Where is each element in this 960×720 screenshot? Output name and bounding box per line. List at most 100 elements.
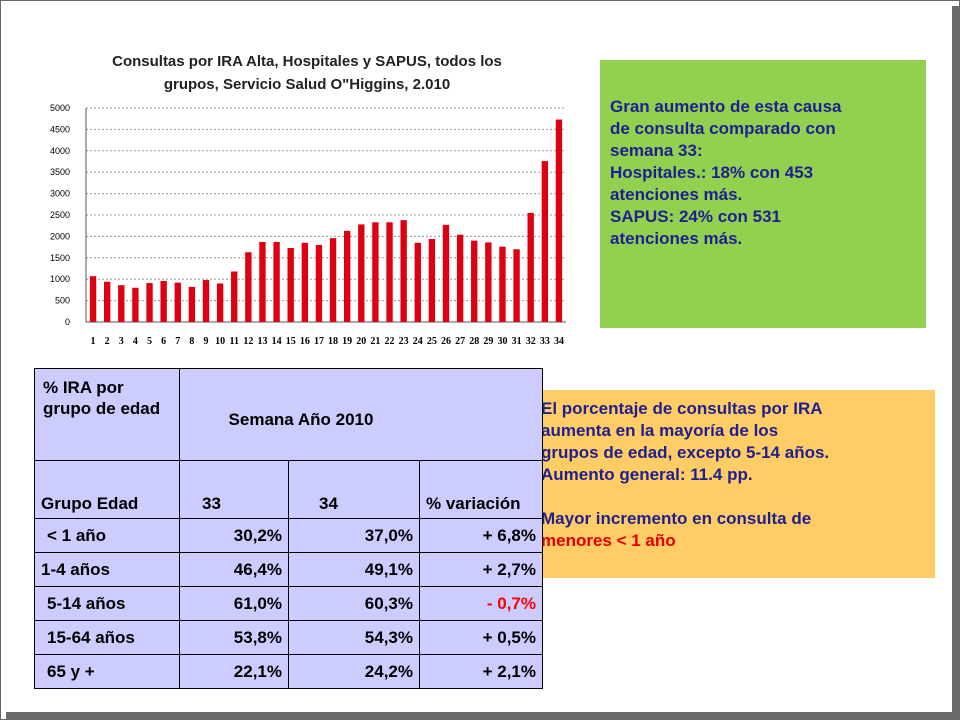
table-cell-variation: + 0,5% — [419, 620, 543, 655]
x-tick-label: 24 — [413, 336, 423, 347]
table-row: < 1 año 30,2% 37,0% + 6,8% — [34, 518, 543, 553]
bar — [527, 212, 534, 322]
bar — [499, 246, 506, 322]
bar — [315, 244, 323, 322]
bar — [485, 242, 492, 322]
bar — [273, 241, 280, 322]
x-tick-label: 21 — [370, 336, 380, 347]
table-cell-w34: 54,3% — [288, 620, 420, 655]
x-tick-label: 17 — [314, 336, 324, 347]
orange-note-line: El porcentaje de consultas por IRA — [541, 399, 823, 418]
table-cell-group: 5-14 años — [34, 586, 180, 621]
green-note-box: Gran aumento de esta causa de consulta c… — [600, 60, 926, 328]
y-tick-label: 1000 — [50, 274, 70, 284]
orange-note-box: El porcentaje de consultas por IRA aumen… — [535, 390, 935, 578]
green-note-line: de consulta comparado con — [610, 119, 836, 138]
x-tick-label: 34 — [554, 336, 564, 347]
orange-note-highlight-line: Mayor incremento en consulta de — [541, 509, 812, 528]
bar — [160, 280, 167, 322]
bar — [372, 222, 379, 322]
y-tick-label: 3000 — [50, 189, 70, 199]
table-cell-variation: + 2,7% — [419, 552, 543, 587]
bar — [132, 287, 139, 322]
table-row: 15-64 años 53,8% 54,3% + 0,5% — [34, 620, 543, 655]
x-tick-label: 7 — [175, 336, 180, 347]
table-cell-variation: + 2,1% — [419, 654, 543, 689]
bar — [329, 238, 337, 322]
bar — [188, 286, 196, 322]
x-tick-label: 30 — [497, 336, 507, 347]
x-tick-label: 29 — [483, 336, 493, 347]
bar — [231, 271, 238, 322]
slide-shadow-bottom — [6, 712, 960, 720]
bar — [428, 238, 436, 322]
x-tick-label: 6 — [161, 336, 166, 347]
table-row: 5-14 años 61,0% 60,3% - 0,7% — [34, 586, 543, 621]
x-tick-label: 20 — [356, 336, 366, 347]
x-tick-label: 11 — [230, 336, 239, 347]
x-tick-label: 4 — [133, 336, 138, 347]
x-tick-label: 23 — [399, 336, 409, 347]
x-tick-label: 1 — [91, 336, 96, 347]
x-tick-label: 31 — [512, 336, 522, 347]
x-tick-label: 19 — [342, 336, 352, 347]
x-tick-label: 2 — [105, 336, 110, 347]
table-col-34: 34 — [288, 460, 420, 519]
x-tick-label: 14 — [272, 336, 282, 347]
x-tick-label: 28 — [469, 336, 479, 347]
table-cell-variation: + 6,8% — [419, 518, 543, 553]
green-note-line: SAPUS: 24% con 531 — [610, 207, 782, 226]
bar — [259, 241, 266, 322]
x-tick-label: 15 — [286, 336, 296, 347]
bar — [202, 280, 210, 322]
bar — [118, 285, 125, 322]
y-tick-label: 2500 — [50, 210, 70, 220]
green-note-line: semana 33: — [610, 141, 703, 160]
bar — [146, 283, 153, 322]
bar-chart: Consultas por IRA Alta, Hospitales y SAP… — [50, 53, 566, 347]
x-tick-label: 10 — [215, 336, 225, 347]
x-tick-label: 27 — [455, 336, 465, 347]
bar — [344, 230, 351, 322]
table-cell-group: 15-64 años — [34, 620, 180, 655]
x-tick-label: 25 — [427, 336, 437, 347]
orange-note-line: aumenta en la mayoría de los — [541, 421, 779, 440]
table-col-33: 33 — [179, 460, 289, 519]
x-tick-label: 22 — [385, 336, 395, 347]
table-cell-w33: 46,4% — [179, 552, 289, 587]
bar — [456, 234, 464, 322]
orange-note-line: grupos de edad, excepto 5-14 años. — [541, 443, 830, 462]
y-tick-label: 3500 — [50, 167, 70, 177]
chart-title-line2: grupos, Servicio Salud O"Higgins, 2.010 — [164, 76, 450, 93]
x-tick-label: 12 — [243, 336, 253, 347]
bar — [442, 224, 450, 322]
green-note-line: Gran aumento de esta causa — [610, 97, 842, 116]
y-tick-label: 4500 — [50, 124, 70, 134]
slide-shadow-right — [952, 6, 960, 720]
table-cell-w34: 49,1% — [288, 552, 420, 587]
table-row: 65 y + 22,1% 24,2% + 2,1% — [34, 654, 543, 689]
table-cell-group: < 1 año — [34, 518, 180, 553]
x-tick-label: 8 — [189, 336, 194, 347]
bar — [89, 276, 97, 322]
y-tick-label: 5000 — [50, 103, 70, 113]
bar — [245, 252, 252, 322]
bar — [471, 240, 478, 322]
x-tick-label: 3 — [119, 336, 124, 347]
x-tick-label: 26 — [441, 336, 451, 347]
bar — [555, 119, 563, 322]
plot-area: 0 500 1000 1500 2000 2500 3000 3500 4000 4500 5000… — [50, 103, 566, 347]
x-tick-label: 5 — [147, 336, 152, 347]
table-cell-group: 65 y + — [34, 654, 180, 689]
bar — [513, 249, 520, 322]
table-cell-w34: 37,0% — [288, 518, 420, 553]
orange-note-highlight-line: menores < 1 año — [541, 531, 676, 550]
table-cell-w34: 24,2% — [288, 654, 420, 689]
table-cell-variation: - 0,7% — [419, 586, 543, 621]
x-tick-label: 18 — [328, 336, 338, 347]
y-tick-label: 0 — [65, 317, 70, 327]
table-header-week: Semana Año 2010 — [179, 368, 543, 461]
x-tick-label: 9 — [204, 336, 209, 347]
bar — [400, 220, 407, 322]
table-row: 1-4 años 46,4% 49,1% + 2,7% — [34, 552, 543, 587]
